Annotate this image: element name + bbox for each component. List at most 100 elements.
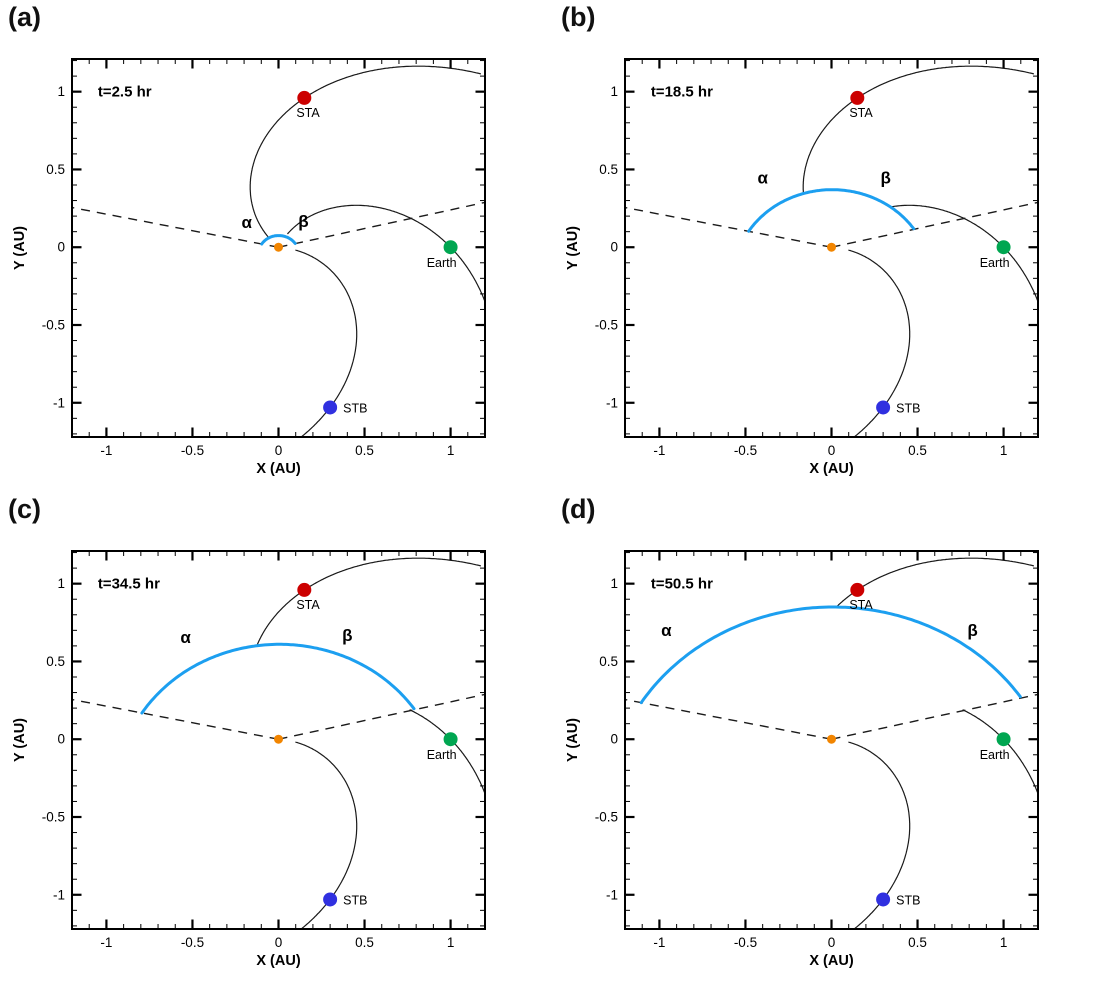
beta-flank-dashed-ray <box>278 201 485 248</box>
sta-label: STA <box>296 106 320 120</box>
y-tick-label: 0.5 <box>599 654 618 669</box>
cme-front-arc <box>260 234 297 246</box>
x-tick-label: -1 <box>100 443 112 458</box>
x-tick-label: -0.5 <box>181 443 204 458</box>
sta-marker <box>297 90 312 105</box>
stb-label: STB <box>896 401 920 415</box>
parker-spiral-stb <box>848 249 911 437</box>
cme-front-arc <box>747 188 916 233</box>
panel-b-svg: STA Earth STB α β t=18.5 hr -1 -1 -0.5 -0.5 0 0 0.5 0… <box>565 58 1039 477</box>
earth-label: Earth <box>427 748 457 762</box>
cme-front-arc <box>140 642 416 715</box>
x-axis-title: X (AU) <box>809 953 853 969</box>
y-tick-label: 0 <box>610 732 618 747</box>
sun-marker <box>274 242 283 252</box>
parker-spiral-earth <box>409 709 485 796</box>
y-tick-label: -1 <box>53 395 65 410</box>
x-tick-label: 1 <box>447 935 455 950</box>
y-axis-title: Y (AU) <box>12 718 28 762</box>
earth-marker <box>996 732 1011 747</box>
x-tick-label: 0 <box>828 443 836 458</box>
x-tick-label: 0.5 <box>908 935 927 950</box>
plot-area <box>72 557 485 929</box>
earth-label: Earth <box>980 748 1010 762</box>
y-tick-label: 0.5 <box>599 162 618 177</box>
y-axis-title: Y (AU) <box>12 226 28 270</box>
time-label: t=2.5 hr <box>98 84 152 101</box>
beta-flank-dashed-ray <box>831 201 1038 248</box>
panel-b: (b) STA Earth STB α β t=18.5 hr -1 -1 -0.5 -0.5 0 0… <box>553 0 1106 491</box>
panel-c-svg: STA Earth STB α β t=34.5 hr -1 -1 -0.5 -0.5 0 0 0.5 0… <box>12 550 486 969</box>
sun-marker <box>827 734 836 744</box>
x-tick-label: 0 <box>828 935 836 950</box>
sta-label: STA <box>849 598 873 612</box>
panel-c: (c) STA Earth STB α β t=34.5 hr -1 -1 -0.5 -0.5 0 0… <box>0 492 553 983</box>
earth-marker <box>443 732 458 747</box>
time-label: t=34.5 hr <box>98 576 160 593</box>
sta-label: STA <box>296 598 320 612</box>
panel-d: (d) STA Earth STB α β t=50.5 hr -1 -1 -0.5 -0.5 0 0… <box>553 492 1106 983</box>
x-tick-label: -1 <box>653 935 665 950</box>
x-tick-label: -0.5 <box>181 935 204 950</box>
earth-label: Earth <box>980 256 1010 270</box>
earth-label: Earth <box>427 256 457 270</box>
beta-label: β <box>967 621 977 640</box>
alpha-label: α <box>180 628 191 647</box>
x-tick-label: 0.5 <box>908 443 927 458</box>
plot-area <box>625 65 1038 437</box>
alpha-label: α <box>757 168 768 187</box>
x-axis-title: X (AU) <box>809 461 853 477</box>
x-tick-label: -1 <box>100 935 112 950</box>
x-axis-title: X (AU) <box>256 953 300 969</box>
earth-marker <box>996 240 1011 255</box>
parker-spiral-sta <box>802 65 1035 194</box>
y-tick-label: 0.5 <box>46 654 65 669</box>
y-axis-title: Y (AU) <box>565 226 581 270</box>
y-tick-label: 1 <box>57 84 65 99</box>
y-tick-label: 0 <box>57 240 65 255</box>
x-tick-label: 0.5 <box>355 935 374 950</box>
plot-area <box>72 65 485 437</box>
y-tick-label: 1 <box>57 576 65 591</box>
y-tick-label: 1 <box>610 576 618 591</box>
alpha-flank-dashed-ray <box>625 698 832 740</box>
x-tick-label: 0 <box>275 443 283 458</box>
y-tick-label: 0.5 <box>46 162 65 177</box>
panel-a-label: (a) <box>8 2 41 32</box>
panel-d-label: (d) <box>561 494 596 524</box>
parker-spiral-sta <box>256 557 482 646</box>
alpha-flank-dashed-ray <box>72 206 279 248</box>
stb-marker <box>323 400 338 415</box>
alpha-label: α <box>241 213 252 232</box>
x-axis-title: X (AU) <box>256 461 300 477</box>
parker-spiral-earth <box>889 204 1038 304</box>
x-tick-label: 1 <box>1000 935 1008 950</box>
earth-marker <box>443 240 458 255</box>
x-tick-label: -0.5 <box>734 935 757 950</box>
alpha-flank-dashed-ray <box>625 206 832 248</box>
y-tick-label: -1 <box>606 395 618 410</box>
panel-d-svg: STA Earth STB α β t=50.5 hr -1 -1 -0.5 -0.5 0 0 0.5 0… <box>565 550 1039 969</box>
y-tick-label: -0.5 <box>595 318 618 333</box>
beta-label: β <box>881 168 891 187</box>
x-tick-label: 1 <box>447 443 455 458</box>
parker-spiral-earth <box>287 204 485 304</box>
panel-c-label: (c) <box>8 494 41 524</box>
panel-a: (a) STA Earth STB α β t=2.5 hr -1 -1 -0.5 -0.5 0 0 0… <box>0 0 553 491</box>
parker-spiral-earth <box>962 709 1038 796</box>
x-tick-label: 0.5 <box>355 443 374 458</box>
sta-marker <box>297 582 312 597</box>
panel-b-label: (b) <box>561 2 596 32</box>
parker-spiral-stb <box>848 741 911 929</box>
panel-a-svg: STA Earth STB α β t=2.5 hr -1 -1 -0.5 -0.5 0 0 0.5 0.… <box>12 58 486 477</box>
x-tick-label: -0.5 <box>734 443 757 458</box>
beta-flank-dashed-ray <box>831 693 1038 740</box>
beta-label: β <box>298 212 308 231</box>
sta-label: STA <box>849 106 873 120</box>
x-tick-label: -1 <box>653 443 665 458</box>
y-tick-label: -0.5 <box>42 318 65 333</box>
parker-spiral-stb <box>295 249 358 437</box>
cme-front-arc <box>639 605 1022 705</box>
alpha-flank-dashed-ray <box>72 698 279 740</box>
stb-label: STB <box>896 893 920 907</box>
